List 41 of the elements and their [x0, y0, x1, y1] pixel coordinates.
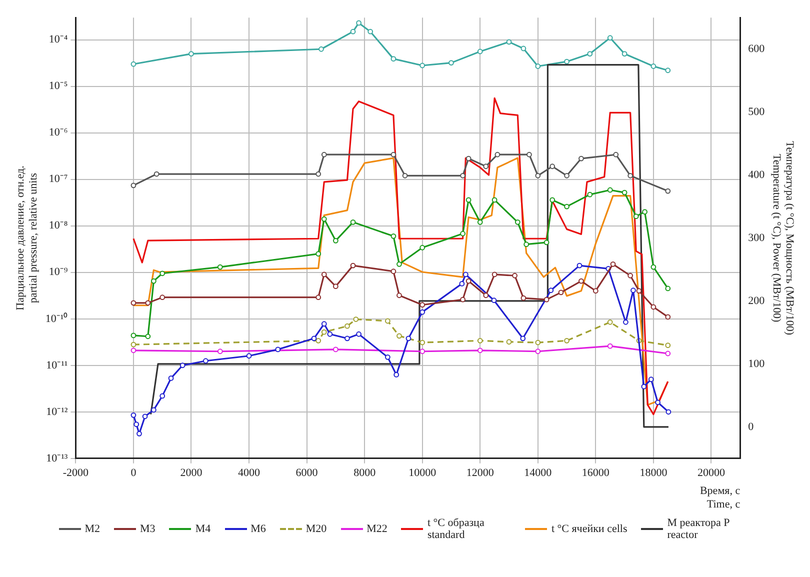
y-tick-label: 10⁻¹³ — [46, 452, 68, 464]
y-tick-label: 10⁻⁷ — [48, 173, 68, 186]
x-tick-label: 16000 — [582, 466, 610, 479]
x-tick-label: 18000 — [640, 466, 668, 479]
x-tick-label: 6000 — [296, 466, 318, 479]
y-axis-title: Парциальное давление, отн.ед. partial pressure, relative units — [14, 165, 40, 310]
y-tick-label: 10⁻⁴ — [48, 34, 68, 46]
x-tick-label: 8000 — [354, 466, 376, 479]
y2-axis-title: Температура (t °C), Мощность (МВт/100) Temperature (t °C), Power (МВт/100) — [770, 140, 796, 336]
x-tick-label: 0 — [130, 466, 137, 479]
y2-tick-label: 100 — [748, 358, 766, 370]
legend-label: M3 — [140, 523, 156, 535]
y2-tick-label: 600 — [748, 42, 766, 55]
x-tick-label: -2000 — [62, 466, 90, 479]
x-tick-label: 20000 — [697, 466, 726, 479]
y-tick-label: 10⁻¹¹ — [46, 359, 68, 372]
y-tick-label: 10⁻⁶ — [48, 126, 68, 139]
x-tick-label: 2000 — [180, 466, 203, 479]
y2-tick-label: 500 — [748, 106, 766, 118]
x-axis-title: Время, с Time, c — [700, 485, 740, 510]
legend-label: t °C ячейки cells — [551, 523, 628, 535]
legend-label: М реактора P reactor — [667, 517, 730, 541]
y2-tick-label: 200 — [748, 294, 766, 307]
legend-label: M20 — [306, 523, 327, 535]
legend-label: M6 — [250, 523, 266, 535]
y-tick-label: 10⁻¹⁰ — [45, 312, 68, 325]
y2-tick-label: 300 — [748, 232, 766, 244]
legend-label: M2 — [84, 523, 100, 535]
y-tick-label: 10⁻⁸ — [48, 220, 68, 232]
y-tick-label: 10⁻¹² — [46, 406, 68, 418]
legend-label: M22 — [366, 523, 388, 535]
x-tick-label: 10000 — [408, 466, 437, 479]
x-tick-label: 14000 — [524, 466, 552, 479]
y-tick-label: 10⁻⁹ — [48, 266, 68, 278]
y-tick-label: 10⁻⁵ — [48, 80, 68, 92]
legend-label: M4 — [195, 523, 211, 535]
y2-tick-label: 400 — [748, 168, 766, 181]
y2-tick-label: 0 — [748, 420, 754, 433]
x-tick-label: 12000 — [466, 466, 494, 479]
legend-label: t °C образца standard — [427, 517, 486, 541]
x-tick-label: 4000 — [238, 466, 261, 479]
